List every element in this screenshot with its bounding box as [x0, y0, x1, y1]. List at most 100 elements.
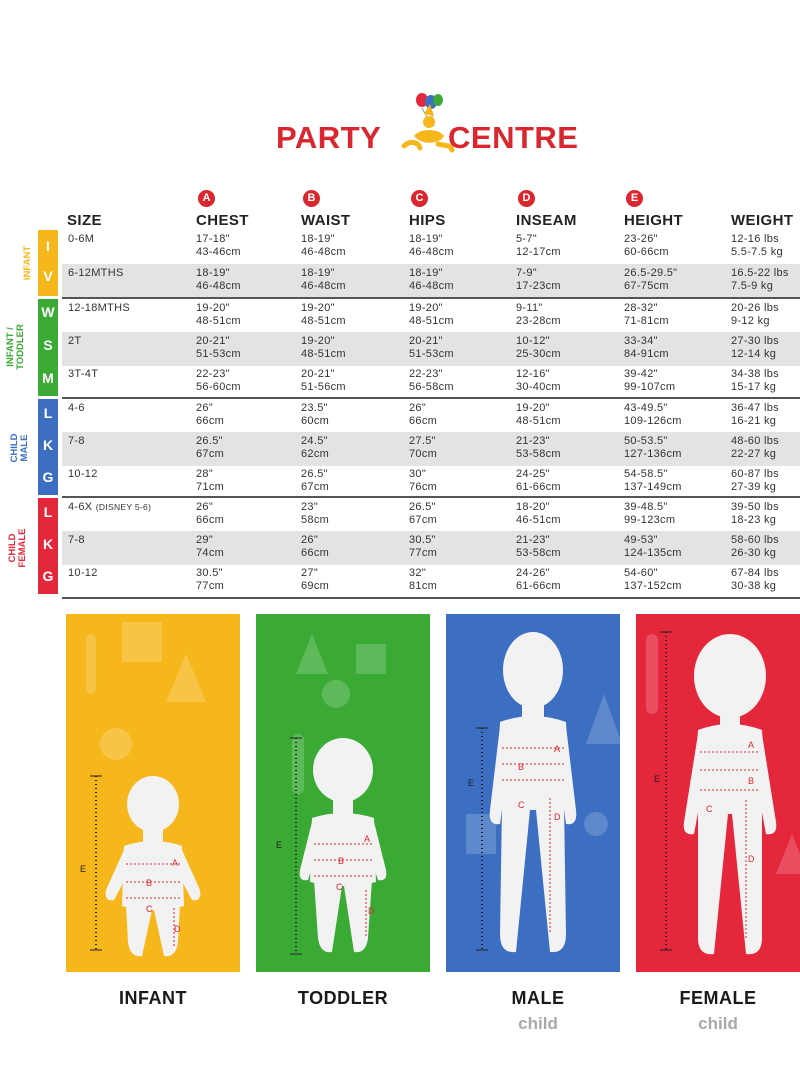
inseam-cell: 21-23" 53-58cm — [516, 534, 561, 560]
group-letter: W — [41, 304, 55, 320]
weight-metric: 26-30 kg — [731, 547, 777, 559]
figure-panel-toddler: E A B C D — [256, 614, 430, 972]
weight-imperial: 16.5-22 lbs — [731, 267, 789, 279]
group-label-line: MALE — [19, 434, 30, 462]
inseam-metric: 48-51cm — [516, 415, 561, 427]
height-imperial: 39-48.5" — [624, 501, 668, 513]
height-imperial: 54-60" — [624, 567, 658, 579]
weight-cell: 20-26 lbs 9-12 kg — [731, 302, 779, 328]
column-letter-hips: C — [411, 190, 428, 207]
size-cell: 10-12 — [68, 468, 98, 481]
table-row: 4-6 26" 66cm 23.5" 60cm 26" 66cm 19-20" 48-51cm 4… — [62, 399, 800, 433]
chest-metric: 56-60cm — [196, 381, 241, 393]
height-imperial: 26.5-29.5" — [624, 267, 678, 279]
hips-metric: 76cm — [409, 481, 438, 493]
hips-imperial: 27.5" — [409, 435, 436, 447]
table-row: 10-12 30.5" 77cm 27" 69cm 32" 81cm 24-26" 61-66c… — [62, 564, 800, 598]
hips-imperial: 30" — [409, 468, 427, 480]
group-divider — [62, 297, 800, 299]
column-header-inseam: INSEAM — [516, 212, 577, 229]
chest-cell: 29" 74cm — [196, 534, 224, 560]
figure-mark-e: E — [468, 778, 474, 788]
height-cell: 33-34" 84-91cm — [624, 335, 669, 361]
hips-metric: 48-51cm — [409, 315, 454, 327]
hips-imperial: 20-21" — [409, 335, 443, 347]
size-cell: 7-8 — [68, 435, 85, 448]
size-cell: 3T-4T — [68, 368, 98, 381]
inseam-metric: 46-51cm — [516, 514, 561, 526]
inseam-metric: 61-66cm — [516, 481, 561, 493]
inseam-metric: 61-66cm — [516, 580, 561, 592]
chest-imperial: 28" — [196, 468, 214, 480]
figure-mark-a: A — [554, 744, 560, 754]
weight-metric: 7.5-9 kg — [731, 280, 774, 292]
hips-cell: 20-21" 51-53cm — [409, 335, 454, 361]
figure-title-infant: INFANT — [119, 988, 187, 1008]
chest-imperial: 30.5" — [196, 567, 223, 579]
height-cell: 49-53" 124-135cm — [624, 534, 682, 560]
size-value: 4-6X — [68, 501, 93, 513]
figure-mark-a: A — [748, 740, 754, 750]
brand-name-left: PARTY — [276, 120, 382, 155]
weight-cell: 67-84 lbs 30-38 kg — [731, 567, 779, 593]
waist-cell: 23.5" 60cm — [301, 402, 329, 428]
table-row: 12-18MTHS 19-20" 48-51cm 19-20" 48-51cm 19-20… — [62, 299, 800, 333]
height-metric: 99-107cm — [624, 381, 676, 393]
chest-cell: 26" 66cm — [196, 402, 224, 428]
height-imperial: 50-53.5" — [624, 435, 668, 447]
hips-cell: 27.5" 70cm — [409, 435, 437, 461]
figure-mark-e: E — [276, 840, 282, 850]
weight-imperial: 39-50 lbs — [731, 501, 779, 513]
size-value: 4-6 — [68, 402, 85, 414]
height-metric: 67-75cm — [624, 280, 669, 292]
waist-imperial: 23.5" — [301, 402, 328, 414]
inseam-metric: 23-28cm — [516, 315, 561, 327]
chest-metric: 71cm — [196, 481, 225, 493]
inseam-imperial: 7-9" — [516, 267, 538, 279]
figure-mark-d: D — [554, 812, 561, 822]
group-label-line: FEMALE — [17, 528, 28, 568]
hips-imperial: 18-19" — [409, 233, 443, 245]
chest-metric: 74cm — [196, 547, 225, 559]
waist-metric: 69cm — [301, 580, 330, 592]
chest-cell: 22-23" 56-60cm — [196, 368, 241, 394]
chest-metric: 46-48cm — [196, 280, 241, 292]
height-imperial: 54-58.5" — [624, 468, 668, 480]
weight-imperial: 12-16 lbs — [731, 233, 779, 245]
size-cell: 4-6X (DISNEY 5-6) — [68, 501, 151, 514]
male-silhouette-figure: E A B C D — [466, 632, 620, 953]
chest-metric: 48-51cm — [196, 315, 241, 327]
inseam-cell: 12-16" 30-40cm — [516, 368, 561, 394]
height-cell: 54-58.5" 137-149cm — [624, 468, 682, 494]
inseam-cell: 24-25" 61-66cm — [516, 468, 561, 494]
hips-metric: 77cm — [409, 547, 438, 559]
figure-mark-a: A — [172, 858, 178, 868]
figure-mark-a: A — [364, 834, 370, 844]
group-letter: K — [42, 437, 54, 453]
waist-metric: 51-56cm — [301, 381, 346, 393]
table-row: 0-6M 17-18" 43-46cm 18-19" 46-48cm 18-19" 46-4… — [62, 230, 800, 264]
hips-imperial: 18-19" — [409, 267, 443, 279]
height-cell: 26.5-29.5" 67-75cm — [624, 267, 677, 293]
size-value: 3T-4T — [68, 368, 99, 380]
inseam-imperial: 21-23" — [516, 534, 550, 546]
height-imperial: 33-34" — [624, 335, 658, 347]
column-header-waist: WAIST — [301, 212, 351, 229]
weight-imperial: 48-60 lbs — [731, 435, 779, 447]
hips-cell: 26" 66cm — [409, 402, 437, 428]
hips-cell: 18-19" 46-48cm — [409, 233, 454, 259]
weight-metric: 5.5-7.5 kg — [731, 246, 783, 258]
group-label-female: CHILD FEMALE — [7, 518, 28, 578]
waist-metric: 46-48cm — [301, 280, 346, 292]
group-bar-infant: I V — [38, 230, 58, 296]
chest-cell: 28" 71cm — [196, 468, 224, 494]
weight-cell: 36-47 lbs 16-21 kg — [731, 402, 779, 428]
height-cell: 23-26" 60-66cm — [624, 233, 669, 259]
group-letter: K — [42, 536, 54, 552]
waist-imperial: 26" — [301, 534, 319, 546]
waist-cell: 19-20" 48-51cm — [301, 335, 346, 361]
weight-cell: 60-87 lbs 27-39 kg — [731, 468, 779, 494]
height-imperial: 23-26" — [624, 233, 658, 245]
group-letter: V — [43, 268, 53, 284]
weight-cell: 34-38 lbs 15-17 kg — [731, 368, 779, 394]
